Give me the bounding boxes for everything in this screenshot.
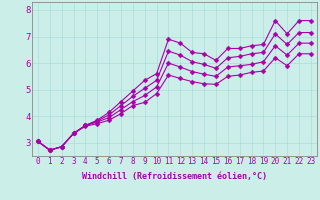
X-axis label: Windchill (Refroidissement éolien,°C): Windchill (Refroidissement éolien,°C) (82, 172, 267, 181)
